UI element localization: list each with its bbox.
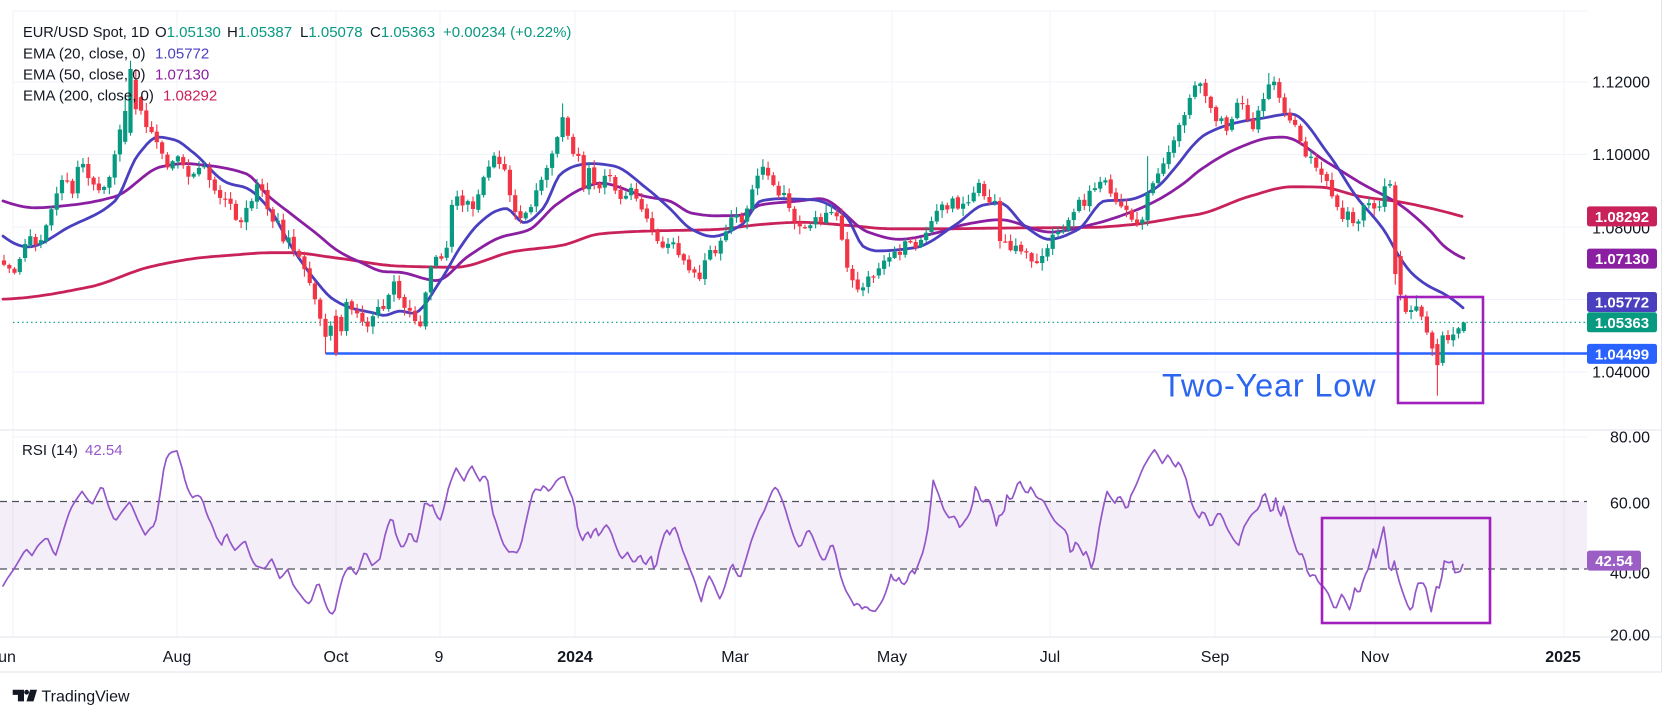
svg-text:1.10000: 1.10000 [1592, 147, 1650, 164]
svg-text:Jun: Jun [0, 649, 16, 666]
svg-text:EMA (20, close, 0): EMA (20, close, 0) [23, 46, 146, 63]
svg-text:Aug: Aug [163, 649, 191, 666]
svg-text:60.00: 60.00 [1610, 496, 1650, 513]
svg-text:EMA (200, close, 0): EMA (200, close, 0) [23, 88, 154, 105]
svg-text:May: May [877, 649, 907, 666]
svg-text:1.05772: 1.05772 [1595, 295, 1649, 312]
svg-text:TradingView: TradingView [42, 689, 130, 706]
svg-text:1.07130: 1.07130 [155, 67, 209, 84]
svg-text:EUR/USD Spot, 1D: EUR/USD Spot, 1D [23, 25, 150, 41]
svg-text:Mar: Mar [721, 649, 749, 666]
svg-text:20.00: 20.00 [1610, 628, 1650, 645]
svg-text:42.54: 42.54 [85, 442, 123, 459]
svg-text:1.08292: 1.08292 [1595, 209, 1649, 226]
svg-text:42.54: 42.54 [1595, 553, 1633, 570]
svg-text:C1.05363: C1.05363 [370, 24, 435, 41]
svg-text:Oct: Oct [324, 649, 349, 666]
svg-text:9: 9 [435, 649, 444, 666]
svg-text:Jul: Jul [1040, 649, 1060, 666]
svg-text:L1.05078: L1.05078 [300, 24, 363, 41]
svg-text:O1.05130: O1.05130 [155, 24, 221, 41]
svg-text:2025: 2025 [1545, 649, 1581, 666]
svg-text:1.04499: 1.04499 [1595, 346, 1649, 363]
svg-text:80.00: 80.00 [1610, 430, 1650, 447]
svg-text:1.12000: 1.12000 [1592, 75, 1650, 92]
svg-text:EMA (50, close, 0): EMA (50, close, 0) [23, 67, 146, 84]
svg-text:2024: 2024 [557, 649, 593, 666]
svg-text:Sep: Sep [1201, 649, 1230, 666]
svg-text:1.07130: 1.07130 [1595, 251, 1649, 268]
svg-text:Two-Year Low: Two-Year Low [1162, 368, 1376, 404]
svg-text:H1.05387: H1.05387 [227, 24, 292, 41]
svg-text:Nov: Nov [1361, 649, 1389, 666]
svg-text:1.05363: 1.05363 [1595, 315, 1649, 332]
svg-text:+0.00234 (+0.22%): +0.00234 (+0.22%) [443, 24, 571, 41]
svg-text:1.05772: 1.05772 [155, 46, 209, 63]
svg-text:RSI (14): RSI (14) [22, 442, 78, 459]
svg-text:1.08292: 1.08292 [163, 88, 217, 105]
svg-text:1.04000: 1.04000 [1592, 365, 1650, 382]
